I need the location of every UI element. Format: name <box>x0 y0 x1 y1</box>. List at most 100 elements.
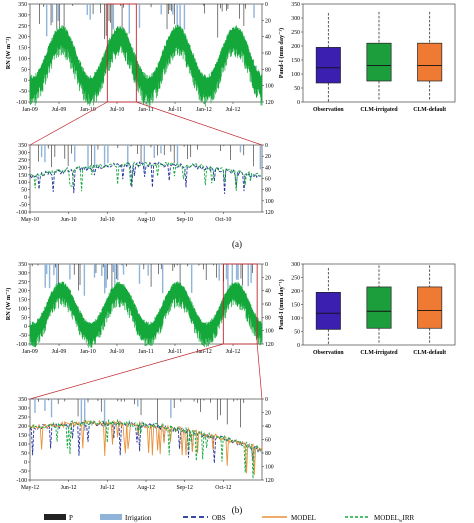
y2-tick-label: 120 <box>265 478 274 484</box>
box-category-label: CLM-irrigated <box>360 350 398 356</box>
y-tick-label: 0 <box>24 324 27 330</box>
y2-tick-label: 0 <box>265 143 268 149</box>
y-tick-label: -100 <box>16 100 27 106</box>
y-tick-label: 350 <box>18 2 27 8</box>
y-axis-title: Pand-I (mm day⁻¹) <box>278 279 285 330</box>
x-tick-label: Aug-10 <box>137 217 155 223</box>
x-tick-label: Jul-09 <box>52 349 67 355</box>
y-tick-label: -50 <box>19 89 27 95</box>
y-tick-label: 250 <box>291 276 300 282</box>
y2-tick-label: 60 <box>265 177 271 183</box>
y-tick-label: 350 <box>18 397 27 403</box>
x-tick-label: May-12 <box>21 485 39 491</box>
y-axis-title: RN (W m⁻²) <box>5 37 12 70</box>
panel-label-a: (a) <box>232 239 242 249</box>
y-tick-label: 0 <box>24 460 27 466</box>
y2-tick-label: 100 <box>265 84 274 90</box>
y-tick-label: -50 <box>19 333 27 339</box>
y-tick-label: 150 <box>18 298 27 304</box>
y-tick-label: 50 <box>294 86 300 92</box>
box-iqr <box>366 286 392 329</box>
y-tick-label: 0 <box>297 343 300 349</box>
y2-tick-label: 20 <box>265 275 271 281</box>
x-tick-label: Jan-11 <box>138 349 153 355</box>
x-tick-label: May-10 <box>21 217 39 223</box>
y-tick-label: -100 <box>16 478 27 484</box>
y-tick-label: 100 <box>291 72 300 78</box>
y-tick-label: 0 <box>297 100 300 106</box>
box-category-label: CLM-default <box>413 350 446 356</box>
y-tick-label: 100 <box>291 316 300 322</box>
y-tick-label: 100 <box>18 306 27 312</box>
y2-tick-label: 120 <box>265 210 274 216</box>
y-tick-label: 50 <box>294 330 300 336</box>
legend-label-obs: OBS <box>212 514 226 522</box>
y2-tick-label: 80 <box>265 451 271 457</box>
y-tick-label: -100 <box>16 342 27 348</box>
y-tick-label: 100 <box>18 180 27 186</box>
x-tick-label: Jan-09 <box>22 107 38 113</box>
series-model-irr-line <box>29 161 263 192</box>
y-tick-label: 100 <box>18 442 27 448</box>
box-category-label: Observation <box>313 107 344 113</box>
y-axis-title: RN (W m⁻²) <box>5 288 12 321</box>
y2-tick-label: 60 <box>265 438 271 444</box>
y-tick-label: 50 <box>21 188 27 194</box>
legend-label-model-irr: MODELwIRR <box>374 514 415 523</box>
zoom-highlight-box <box>106 3 137 103</box>
y-tick-label: 50 <box>21 315 27 321</box>
y-tick-label: 350 <box>18 143 27 149</box>
legend: P Irrigation OBS MODEL MODELwIRR <box>44 514 415 523</box>
y-axis-title: Pand-I (mm day⁻¹) <box>278 28 285 79</box>
y-tick-label: 350 <box>18 262 27 268</box>
y2-tick-label: 100 <box>265 465 274 471</box>
y-tick-label: 300 <box>18 271 27 277</box>
series-obs-line <box>29 420 263 464</box>
y-tick-label: 300 <box>291 262 300 268</box>
series-model-line <box>29 419 263 475</box>
x-tick-label: Oct-12 <box>215 485 231 491</box>
x-tick-label: Jan-09 <box>22 349 38 355</box>
zoom-connector-left <box>29 343 224 400</box>
x-tick-label: Jan-12 <box>196 349 212 355</box>
y-tick-label: 0 <box>24 195 27 201</box>
y-tick-label: 200 <box>18 165 27 171</box>
y-tick-label: 150 <box>291 303 300 309</box>
series-model-irr-line <box>29 24 263 107</box>
zoom-connector-left <box>29 101 108 146</box>
y2-tick-label: 20 <box>265 154 271 160</box>
y2-tick-label: 100 <box>265 199 274 205</box>
legend-swatch-irrigation <box>100 514 122 520</box>
box-iqr <box>315 47 341 84</box>
x-tick-label: Jul-11 <box>168 107 182 113</box>
y2-tick-label: 60 <box>265 302 271 308</box>
plot-frame <box>29 144 263 213</box>
zoom-connector-right <box>136 101 263 146</box>
box-iqr <box>417 286 443 329</box>
y-tick-label: 250 <box>18 280 27 286</box>
y-tick-label: 350 <box>291 2 300 8</box>
x-tick-label: Sep-10 <box>176 217 193 223</box>
y2-tick-label: 20 <box>265 411 271 417</box>
panel-a-boxplot: 0 50 100 150 200 250 300 350 Pand-I (mm day⁻¹) Ob… <box>278 2 456 113</box>
zoom-connector-lines <box>29 3 263 400</box>
x-tick-label: Aug-12 <box>137 485 155 491</box>
legend-label-p: P <box>69 514 73 522</box>
y-tick-label: -50 <box>19 203 27 209</box>
y-tick-label: 150 <box>18 433 27 439</box>
series-model-irr-line <box>29 418 263 479</box>
box-category-label: CLM-irrigated <box>360 107 398 113</box>
y-tick-label: 50 <box>21 451 27 457</box>
y2-tick-label: 80 <box>265 315 271 321</box>
x-tick-label: Jul-12 <box>226 107 241 113</box>
y-tick-label: 200 <box>291 289 300 295</box>
y2-tick-label: 0 <box>265 2 268 8</box>
panel-b-boxplot: 0 50 100 150 200 250 300 Pand-I (mm day⁻¹) Obser… <box>278 262 456 356</box>
y-tick-label: -50 <box>19 469 27 475</box>
x-tick-label: Jan-10 <box>80 349 96 355</box>
y-tick-label: 150 <box>18 46 27 52</box>
y-tick-label: 200 <box>18 424 27 430</box>
y-tick-label: 150 <box>18 173 27 179</box>
y2-tick-label: 80 <box>265 188 271 194</box>
